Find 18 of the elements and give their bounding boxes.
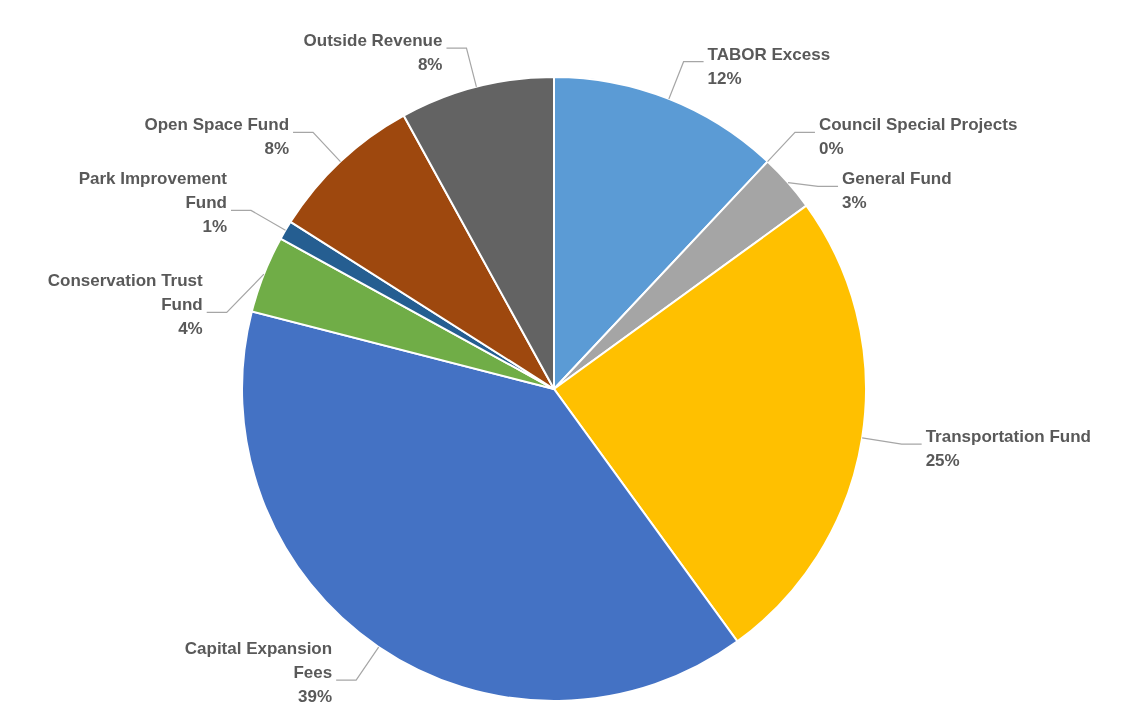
data-label: 1%	[202, 217, 228, 237]
data-label: 12%	[707, 68, 742, 88]
data-label: 4%	[178, 319, 203, 339]
data-label: 8%	[417, 55, 443, 75]
category-label: Council Special Projects	[818, 115, 1018, 135]
slice-label: Outside Revenue	[303, 31, 443, 51]
slice-label: Transportation Fund	[925, 427, 1091, 447]
data-label: 8%	[264, 139, 290, 159]
data-label: 39%	[298, 687, 333, 707]
data-label: 25%	[925, 451, 960, 471]
text: 0%	[818, 139, 844, 159]
slice-label: TABOR Excess	[707, 44, 831, 64]
slice-label: Park Improvement Fund	[78, 169, 228, 213]
slice-label: General Fund	[842, 169, 952, 189]
data-label: 3%	[842, 193, 867, 213]
slice-label: Open Space Fund	[144, 115, 290, 135]
slice-label: Capital Expansion Fees	[184, 639, 333, 683]
slice-label: Conservation Trust Fund	[47, 271, 204, 315]
